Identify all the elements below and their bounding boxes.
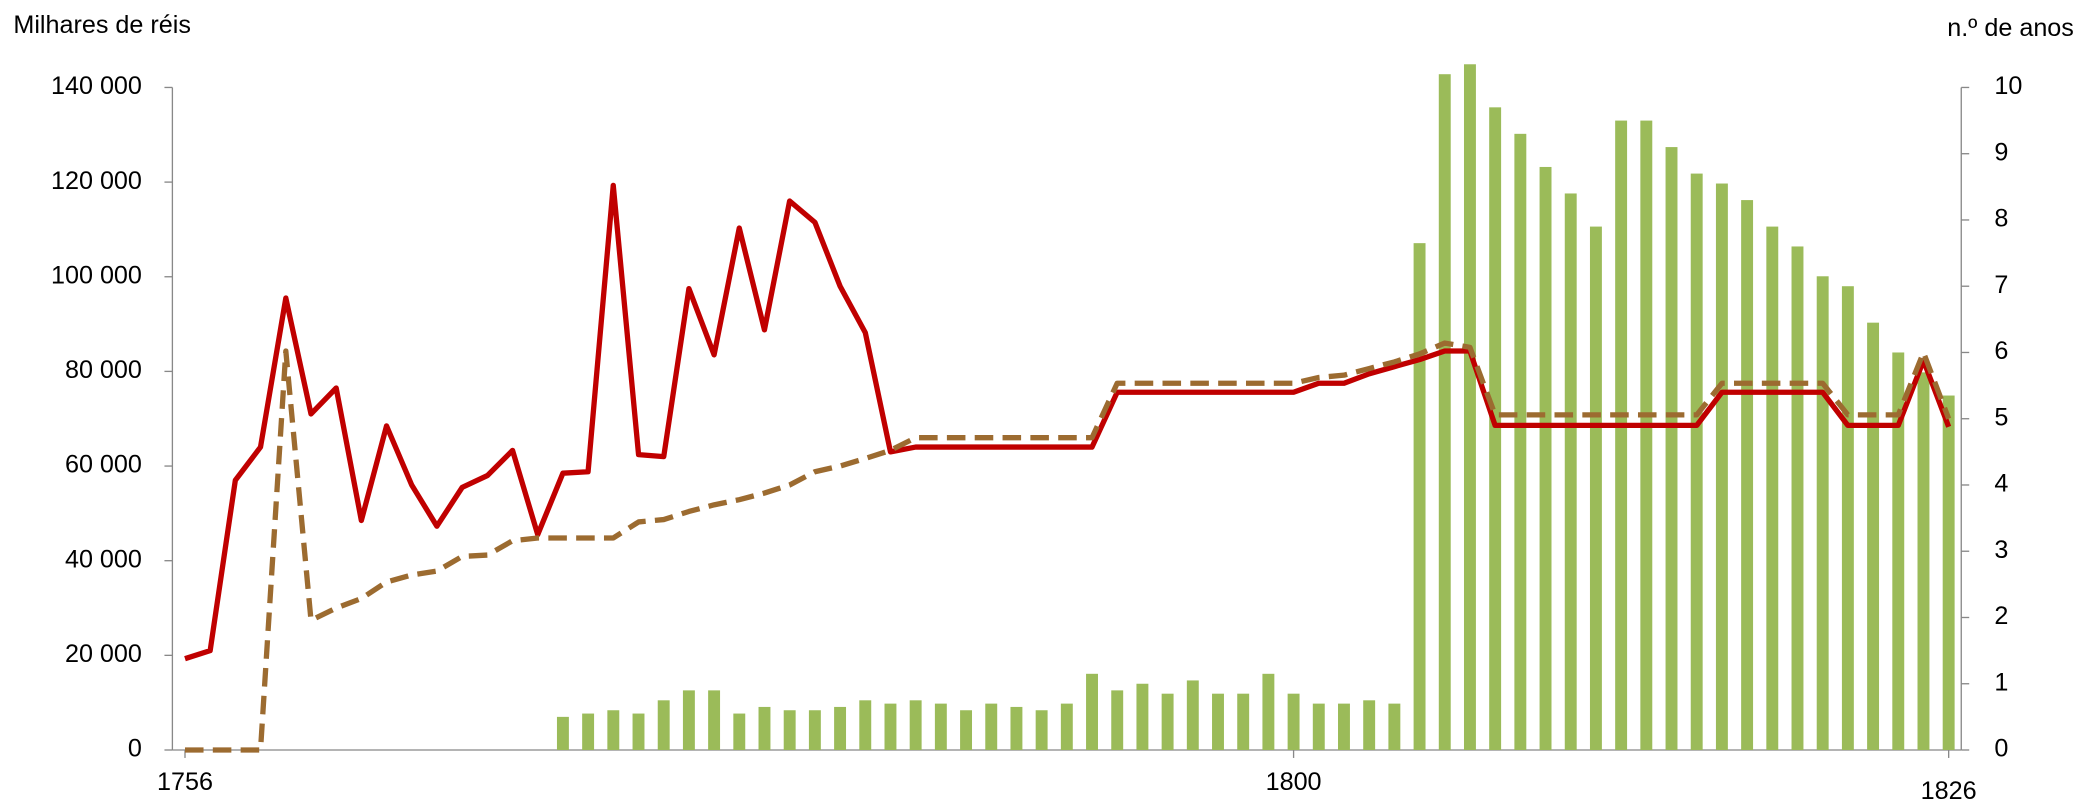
y2-tick-label: 10: [1994, 72, 2022, 100]
bar: [1363, 700, 1376, 750]
bar: [1690, 173, 1703, 750]
bar: [960, 710, 973, 750]
x-tick-label: 1756: [157, 768, 213, 796]
bar: [1287, 693, 1300, 750]
y2-tick-label: 7: [1994, 271, 2008, 299]
y-tick-label: 120 000: [51, 167, 142, 195]
y-tick-label: 40 000: [65, 545, 142, 573]
bar: [733, 713, 746, 750]
y-tick-label: 60 000: [65, 451, 142, 479]
bar: [1463, 64, 1476, 750]
y2-tick-label: 6: [1994, 337, 2008, 365]
x-tick-label: 1826: [1921, 777, 1977, 803]
y-tick-label: 100 000: [51, 261, 142, 289]
bar: [1388, 703, 1401, 750]
bar: [556, 716, 569, 750]
bar: [1665, 147, 1678, 750]
bar: [1514, 133, 1527, 750]
bar: [1791, 246, 1804, 750]
y2-axis-title: n.º de anos: [1947, 14, 2074, 42]
bar: [1942, 395, 1955, 750]
bar: [657, 700, 670, 750]
bar: [1010, 706, 1023, 750]
bar: [834, 706, 847, 750]
bar: [1438, 74, 1451, 750]
bar: [607, 710, 620, 750]
bar: [1615, 120, 1628, 750]
bar: [1338, 703, 1350, 750]
bar: [1640, 120, 1653, 750]
bar: [1136, 683, 1149, 750]
bar: [1035, 710, 1048, 750]
bar: [1892, 352, 1905, 750]
y2-tick-label: 1: [1994, 668, 2008, 696]
bar: [985, 703, 998, 750]
bar: [1564, 193, 1577, 750]
bar: [1816, 276, 1829, 750]
dashed-line: [184, 340, 1952, 753]
y-tick-label: 80 000: [65, 356, 142, 384]
y2-tick-label: 2: [1994, 602, 2008, 630]
bar: [1186, 680, 1199, 750]
y2-tick-label: 5: [1994, 403, 2008, 431]
bar: [1262, 673, 1275, 750]
y2-tick-label: 3: [1994, 536, 2008, 564]
bar: [1312, 703, 1325, 750]
y2-tick-label: 9: [1994, 138, 2008, 166]
bar: [1212, 693, 1224, 750]
y-tick-label: 140 000: [51, 72, 142, 100]
bar: [758, 706, 771, 750]
bar: [1060, 703, 1073, 750]
bar: [708, 690, 721, 750]
bar: [909, 700, 922, 750]
bar: [884, 703, 897, 750]
bar: [1589, 226, 1602, 750]
bar: [1841, 286, 1854, 750]
bar: [1766, 226, 1779, 750]
bar: [582, 713, 595, 750]
bar: [1741, 200, 1754, 750]
bar: [1111, 690, 1124, 750]
bar: [1489, 107, 1502, 750]
bar: [1867, 322, 1880, 750]
bar: [1161, 693, 1174, 750]
x-tick-label: 1800: [1266, 768, 1322, 796]
bar: [632, 713, 645, 750]
bar: [1086, 673, 1098, 750]
y-axis-title: Milhares de réis: [13, 11, 191, 39]
bar: [1917, 372, 1930, 750]
line: [184, 182, 1952, 662]
bar: [934, 703, 947, 750]
bar: [1539, 166, 1552, 750]
y-tick-label: 20 000: [65, 640, 142, 668]
bar: [783, 710, 796, 750]
bar: [1715, 183, 1728, 750]
bar: [1413, 243, 1426, 750]
bar: [1237, 693, 1250, 750]
bar: [859, 700, 872, 750]
y2-tick-label: 0: [1994, 735, 2008, 763]
y2-tick-label: 4: [1994, 470, 2008, 498]
y2-tick-label: 8: [1994, 205, 2008, 233]
bar: [682, 690, 695, 750]
y-tick-label: 0: [128, 735, 142, 763]
bar: [808, 710, 821, 750]
